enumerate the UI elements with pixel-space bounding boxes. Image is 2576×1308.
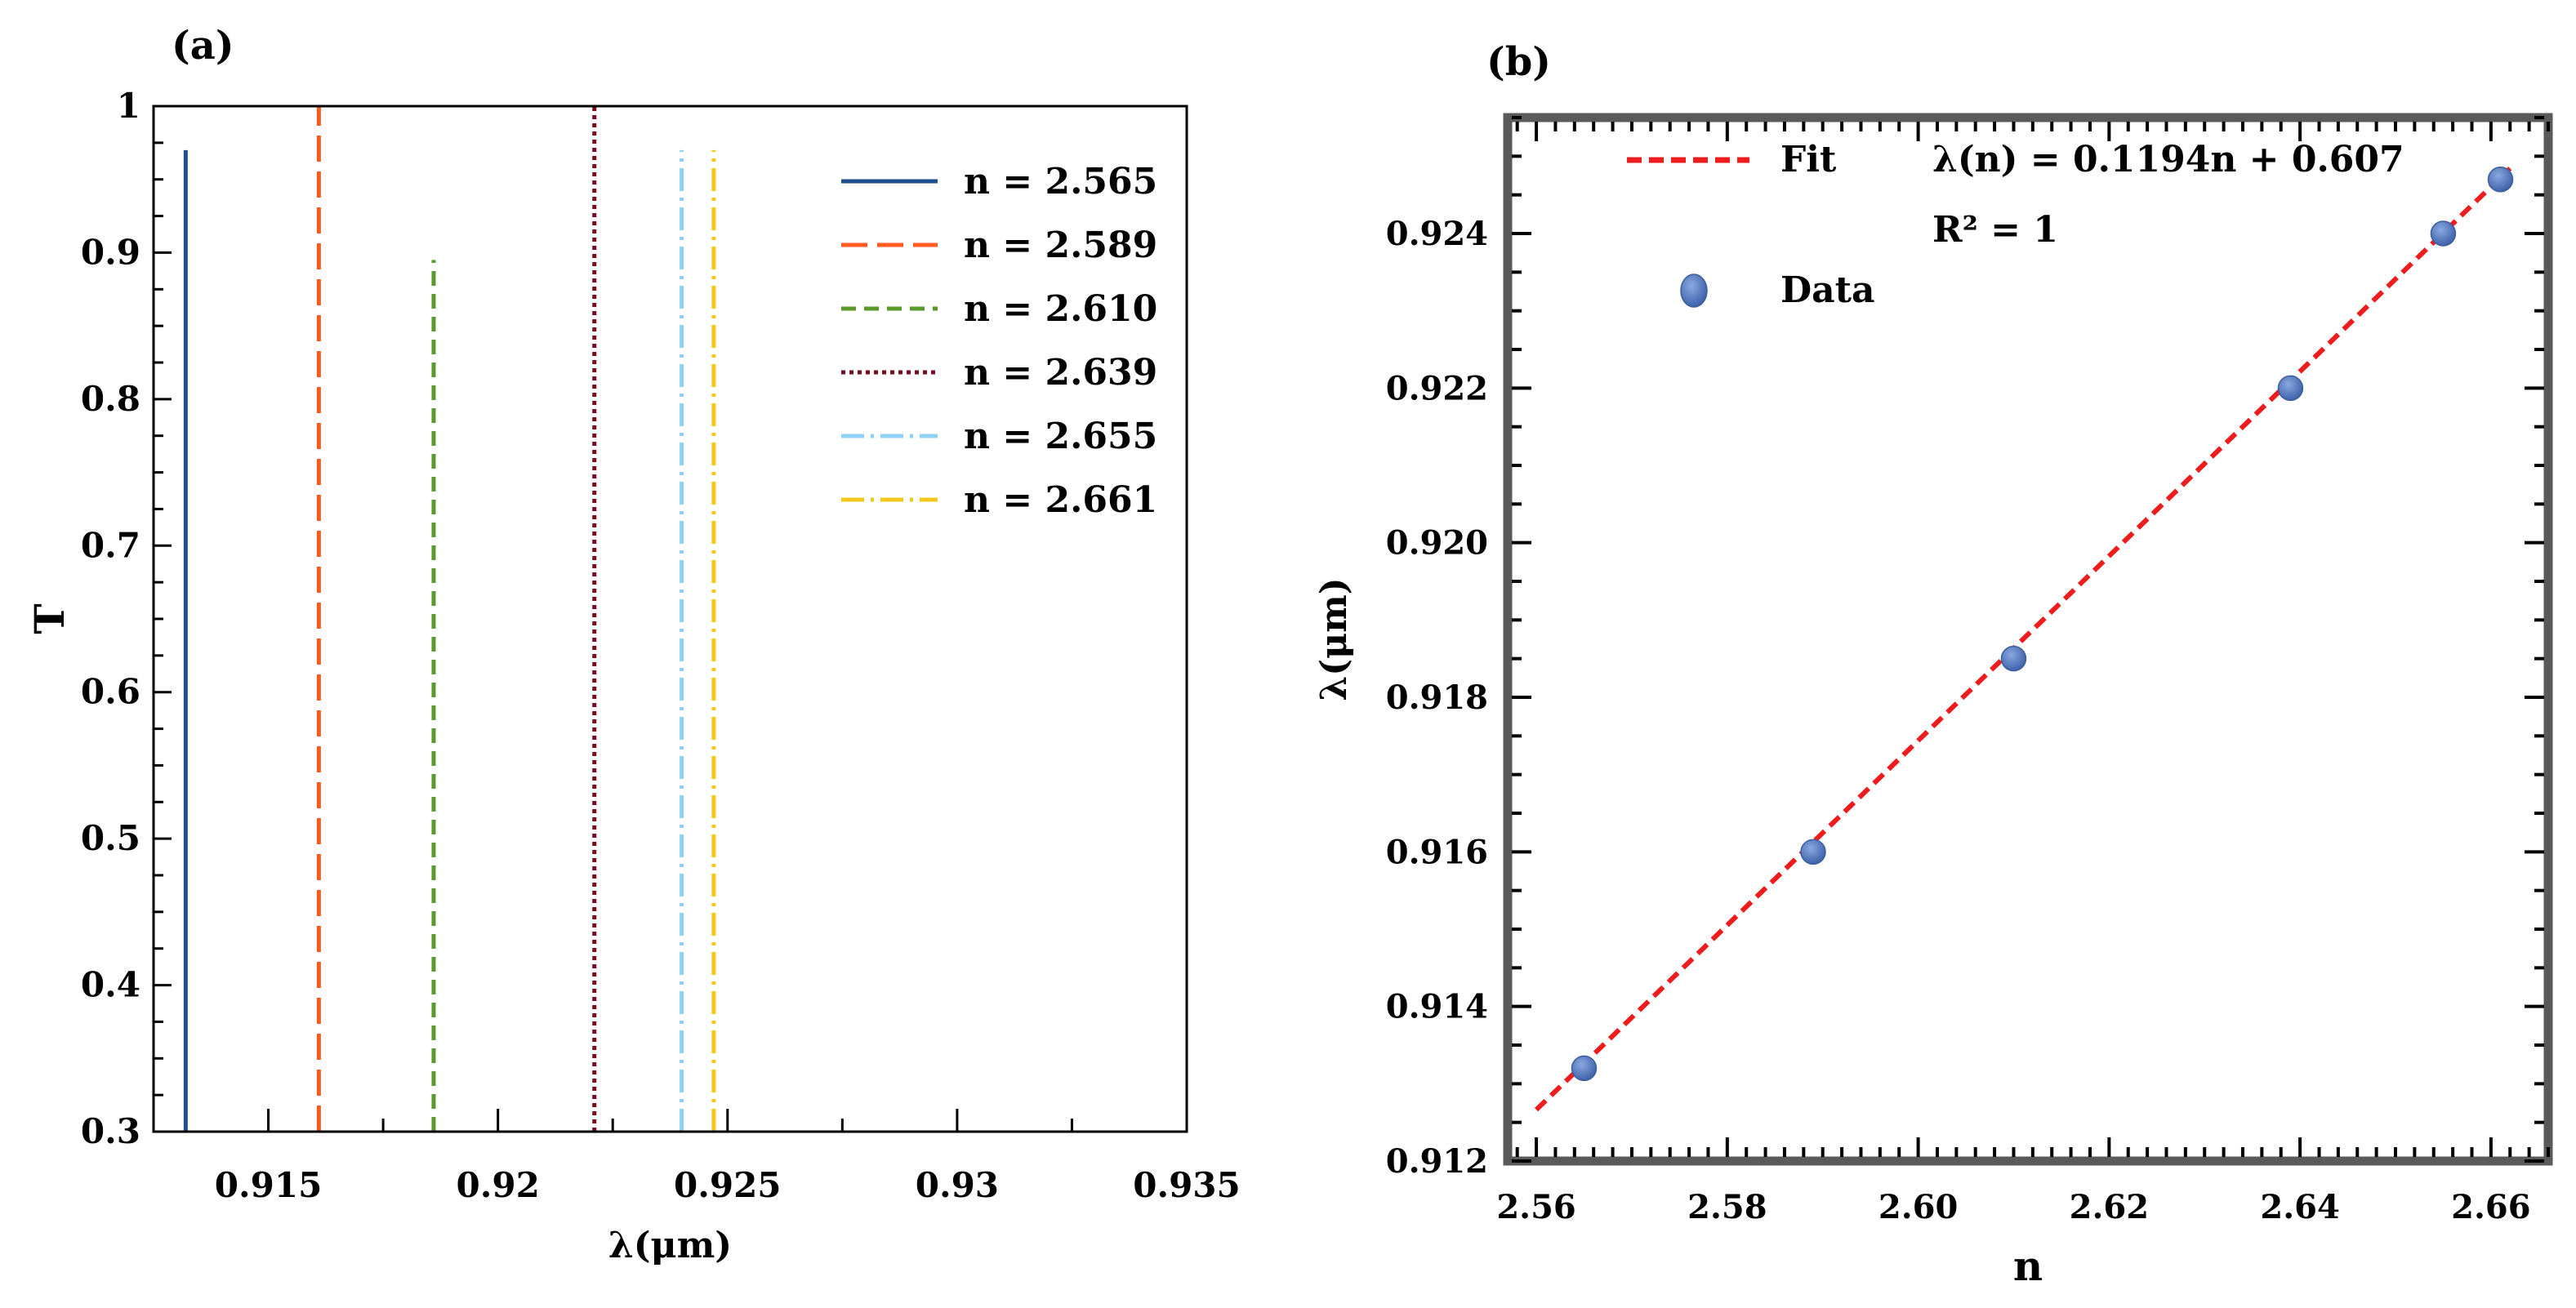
y-tick-label: 0.5 <box>81 818 140 858</box>
y-axis-label: λ(μm) <box>1313 577 1355 701</box>
x-axis-label: n <box>2013 1242 2043 1290</box>
panel-label-b: (b) <box>1486 39 1551 85</box>
y-tick-label: 0.924 <box>1386 215 1488 253</box>
y-tick-label: 0.3 <box>81 1111 140 1151</box>
y-tick-label: 0.914 <box>1386 988 1488 1026</box>
legend-label-1: n = 2.589 <box>964 225 1157 266</box>
legend-label-2: n = 2.610 <box>964 288 1157 330</box>
data-point-5 <box>2487 166 2514 193</box>
x-tick-label: 2.58 <box>1687 1188 1767 1226</box>
y-tick-label: 0.8 <box>81 379 140 419</box>
legend-label-5: n = 2.661 <box>964 479 1157 521</box>
x-tick-label: 0.925 <box>674 1165 782 1205</box>
x-tick-label: 0.915 <box>215 1165 323 1205</box>
y-tick-label: 1 <box>117 86 140 126</box>
data-point-0 <box>1571 1055 1598 1082</box>
panel-label-a: (a) <box>172 23 234 69</box>
panel-a-transmission-chart: 0.915 0.92 0.925 0.93 0.935 0.3 0.4 0.5 0.6 0.7 0.… <box>25 23 1241 1266</box>
fit-line <box>1534 167 2512 1112</box>
y-tick-label: 0.9 <box>81 232 140 272</box>
y-tick-label: 0.918 <box>1386 678 1488 717</box>
x-tick-label: 2.64 <box>2260 1188 2339 1226</box>
y-tick-label: 0.6 <box>81 672 140 712</box>
y-tick-label: 0.4 <box>81 965 140 1005</box>
legend-swatch-data <box>1680 274 1708 308</box>
y-tick-label: 0.922 <box>1386 369 1488 407</box>
y-tick-label: 0.916 <box>1386 833 1488 871</box>
data-point-4 <box>2430 220 2457 247</box>
legend-label-4: n = 2.655 <box>964 416 1157 457</box>
x-tick-label: 2.56 <box>1496 1188 1575 1226</box>
data-point-2 <box>2000 645 2027 672</box>
y-tick-label: 0.920 <box>1386 524 1488 563</box>
r-squared-annotation: R² = 1 <box>1932 209 2058 251</box>
x-tick-label: 0.93 <box>916 1165 999 1205</box>
x-tick-label: 0.935 <box>1133 1165 1241 1205</box>
legend-label-fit: Fit <box>1780 139 1837 180</box>
data-point-3 <box>2277 375 2304 402</box>
y-axis-label: T <box>25 603 74 634</box>
x-tick-label: 0.92 <box>457 1165 540 1205</box>
legend-label-3: n = 2.639 <box>964 352 1157 394</box>
x-tick-label: 2.60 <box>1879 1188 1958 1226</box>
legend-label-data: Data <box>1780 269 1875 311</box>
x-axis-label: λ(μm) <box>608 1225 732 1266</box>
legend-label-0: n = 2.565 <box>964 161 1157 202</box>
data-point-1 <box>1800 839 1826 865</box>
panel-b-fit-chart: 2.56 2.58 2.60 2.62 2.64 2.66 0.912 0.914 0.916 0… <box>1313 39 2553 1290</box>
x-tick-label: 2.66 <box>2451 1188 2530 1226</box>
fit-equation-annotation: λ(n) = 0.1194n + 0.607 <box>1932 139 2404 180</box>
plot-frame-b <box>1503 113 2553 1166</box>
y-tick-label: 0.7 <box>81 525 140 565</box>
x-tick-label: 2.62 <box>2070 1188 2149 1226</box>
y-tick-label: 0.912 <box>1386 1142 1488 1181</box>
